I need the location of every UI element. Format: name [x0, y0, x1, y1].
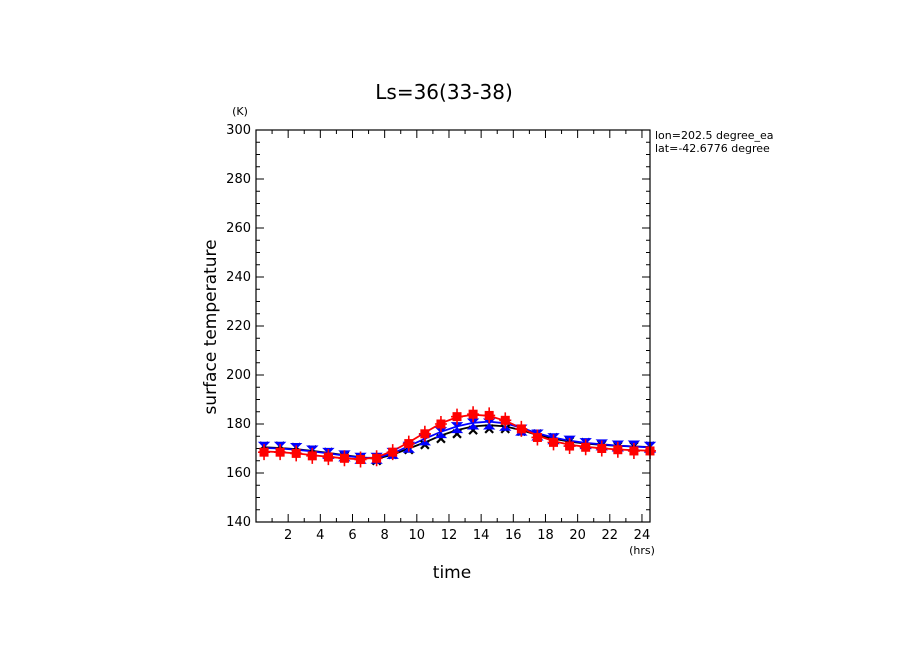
- x-tick-label: 8: [381, 528, 389, 543]
- error-bar: [418, 425, 431, 442]
- y-tick-label: 160: [226, 466, 251, 481]
- x-tick-label: 20: [569, 528, 586, 543]
- data-point: [450, 422, 464, 434]
- x-tick-label: 14: [473, 528, 490, 543]
- error-bar: [434, 416, 447, 432]
- error-bar: [306, 447, 319, 464]
- y-tick-label: 260: [226, 221, 251, 236]
- y-tick-label: 200: [226, 368, 251, 383]
- error-bar: [483, 407, 496, 424]
- error-bar: [499, 412, 512, 429]
- annotation-lon: lon=202.5 degree_ea: [655, 129, 774, 142]
- error-bar: [515, 420, 528, 437]
- x-tick-label: 18: [537, 528, 554, 543]
- x-tick-label: 22: [602, 528, 619, 543]
- x-tick-label: 12: [441, 528, 458, 543]
- error-bar: [451, 408, 464, 425]
- data-point: [466, 418, 480, 430]
- series-markers-1: [257, 418, 657, 464]
- error-bar: [402, 435, 415, 452]
- error-bar: [547, 434, 560, 451]
- series-markers-2: [258, 406, 656, 468]
- error-bar: [322, 449, 335, 466]
- x-tick-label: 2: [284, 528, 292, 543]
- error-bar: [579, 439, 592, 456]
- plot-frame: [255, 129, 651, 523]
- y-unit-label: (K): [232, 105, 248, 118]
- error-bar: [370, 450, 383, 467]
- x-tick-label: 4: [316, 528, 324, 543]
- x-tick-label: 24: [634, 528, 651, 543]
- y-tick-label: 140: [226, 515, 251, 530]
- error-bar: [386, 444, 399, 461]
- x-axis-title: time: [433, 563, 471, 583]
- y-tick-label: 180: [226, 417, 251, 432]
- error-bar: [467, 406, 480, 423]
- error-bar: [258, 444, 271, 461]
- x-unit-label: (hrs): [629, 544, 655, 557]
- y-tick-label: 280: [226, 172, 251, 187]
- error-bar: [627, 442, 640, 459]
- error-bar: [274, 444, 287, 461]
- error-bar: [338, 450, 351, 467]
- annotation-lat: lat=-42.6776 degree: [655, 142, 770, 155]
- error-bar: [563, 438, 576, 455]
- x-tick-label: 6: [348, 528, 356, 543]
- error-bar: [531, 429, 544, 446]
- series-layer: [257, 406, 657, 468]
- chart-title: Ls=36(33-38): [375, 80, 513, 104]
- error-bar: [595, 440, 608, 457]
- y-tick-label: 220: [226, 319, 251, 334]
- x-tick-label: 16: [505, 528, 522, 543]
- y-tick-label: 240: [226, 270, 251, 285]
- y-axis-title: surface temperature: [201, 239, 221, 414]
- error-bar: [354, 451, 367, 468]
- error-bar: [290, 445, 303, 462]
- error-bar: [611, 441, 624, 458]
- x-tick-label: 10: [409, 528, 426, 543]
- y-tick-label: 300: [226, 123, 251, 138]
